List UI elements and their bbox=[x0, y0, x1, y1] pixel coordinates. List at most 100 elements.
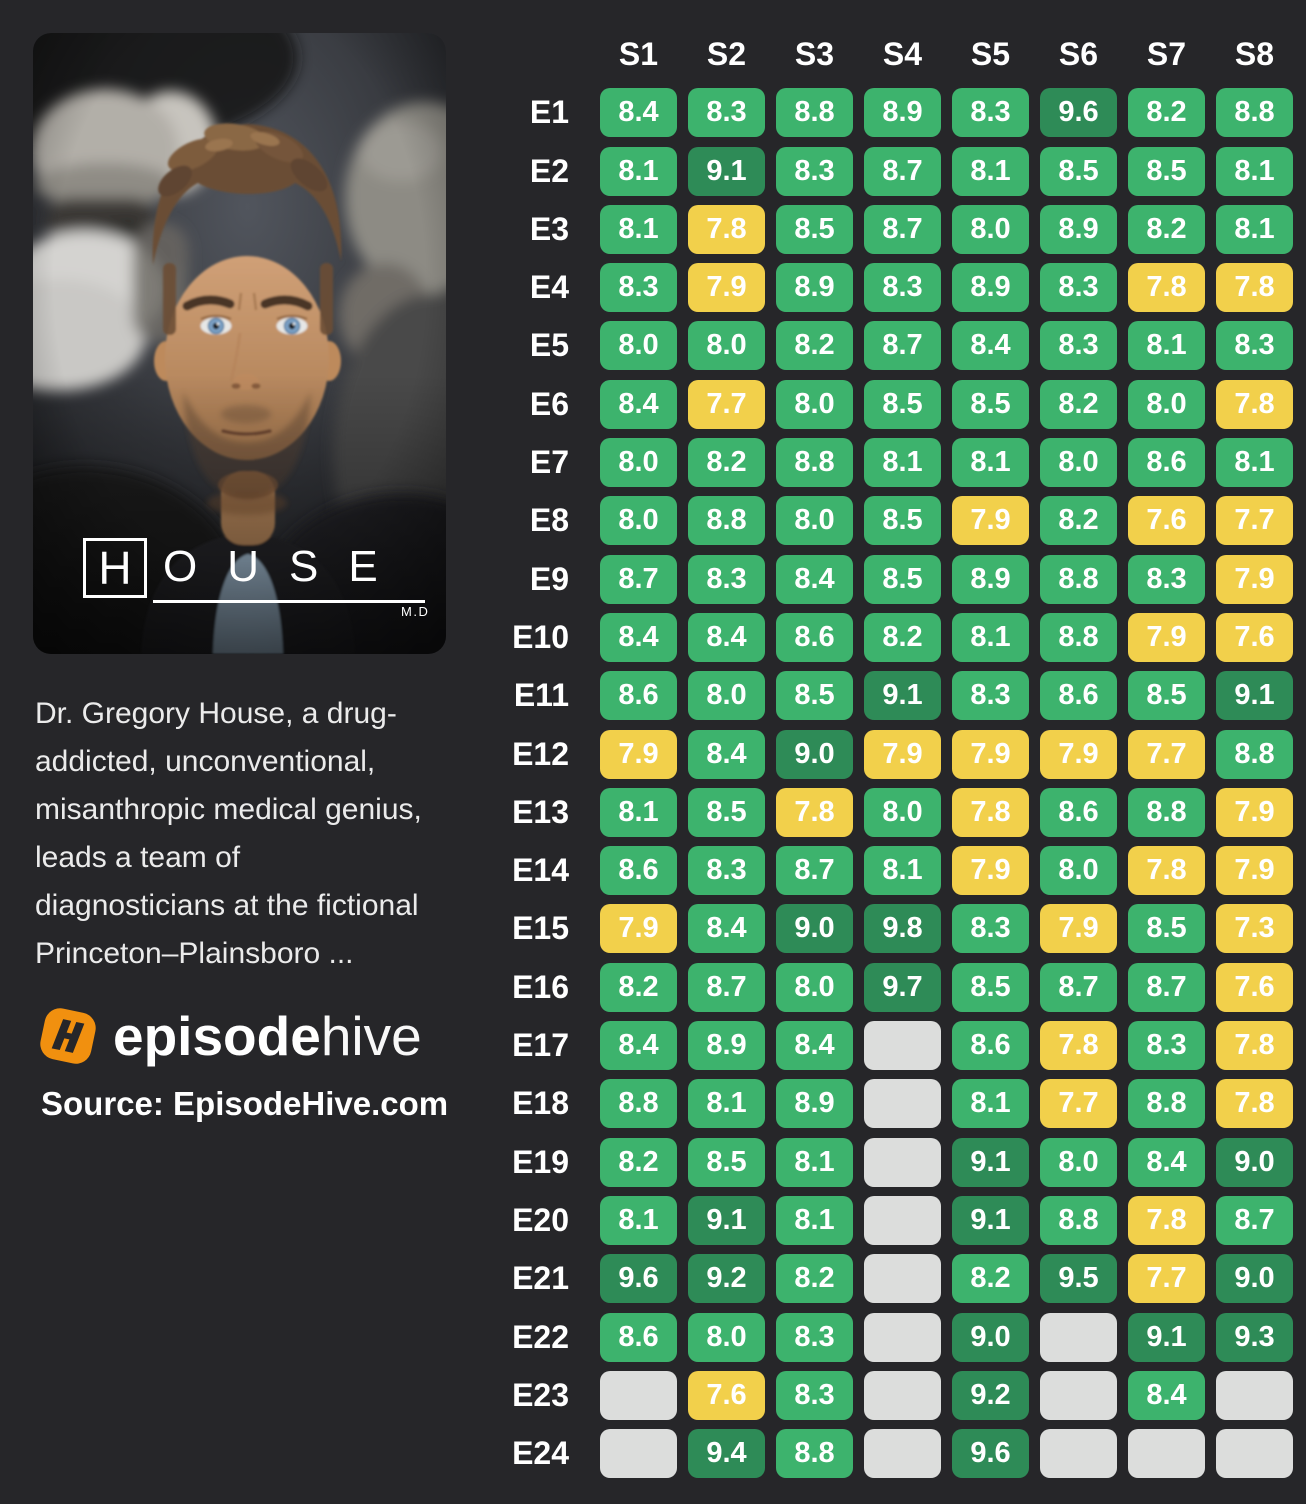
rating-cell: 8.7 bbox=[1040, 962, 1117, 1012]
season-column-header: S4 bbox=[882, 36, 923, 72]
rating-cell: 8.1 bbox=[952, 146, 1029, 196]
rating-cell: 8.3 bbox=[776, 146, 853, 196]
season-column-header: S2 bbox=[706, 36, 747, 72]
rating-cell: 8.2 bbox=[952, 1254, 1029, 1304]
rating-cell: 8.1 bbox=[688, 1079, 765, 1129]
rating-cell: 8.3 bbox=[952, 88, 1029, 138]
rating-cell: 8.5 bbox=[776, 204, 853, 254]
rating-cell: 8.5 bbox=[864, 496, 941, 546]
rating-cell: 8.1 bbox=[600, 146, 677, 196]
rating-cell: 7.9 bbox=[1128, 612, 1205, 662]
rating-cell: 8.2 bbox=[600, 962, 677, 1012]
rating-cell: 8.7 bbox=[864, 146, 941, 196]
rating-cell: 7.9 bbox=[1216, 554, 1293, 604]
rating-cell: 9.5 bbox=[1040, 1254, 1117, 1304]
rating-cell-empty bbox=[864, 1254, 941, 1304]
rating-cell: 8.3 bbox=[776, 1370, 853, 1420]
rating-cell: 8.6 bbox=[1128, 438, 1205, 488]
rating-cell-empty bbox=[600, 1370, 677, 1420]
rating-cell: 7.9 bbox=[1040, 904, 1117, 954]
season-column-header: S6 bbox=[1058, 36, 1099, 72]
rating-cell: 7.9 bbox=[952, 846, 1029, 896]
rating-cell: 9.0 bbox=[776, 729, 853, 779]
episode-row-label: E12 bbox=[512, 735, 569, 772]
rating-cell: 8.6 bbox=[1040, 671, 1117, 721]
house-logo-h-box: H bbox=[83, 538, 147, 598]
rating-cell: 8.1 bbox=[952, 612, 1029, 662]
rating-cell: 8.7 bbox=[1128, 962, 1205, 1012]
rating-cell: 8.3 bbox=[952, 671, 1029, 721]
rating-cell: 7.8 bbox=[1128, 846, 1205, 896]
rating-cell: 8.7 bbox=[864, 321, 941, 371]
episode-row-label: E23 bbox=[512, 1376, 569, 1413]
episodehive-wordmark: episodehive bbox=[113, 1003, 422, 1069]
rating-cell: 8.0 bbox=[1128, 379, 1205, 429]
rating-cell: 9.1 bbox=[952, 1195, 1029, 1245]
rating-cell: 7.7 bbox=[1040, 1079, 1117, 1129]
rating-cell: 8.0 bbox=[1040, 1137, 1117, 1187]
rating-cell: 8.8 bbox=[1128, 787, 1205, 837]
rating-cell: 8.9 bbox=[952, 263, 1029, 313]
rating-cell: 9.1 bbox=[688, 146, 765, 196]
rating-cell: 7.7 bbox=[1128, 1254, 1205, 1304]
rating-cell: 9.1 bbox=[864, 671, 941, 721]
rating-cell: 8.0 bbox=[952, 204, 1029, 254]
rating-cell: 7.6 bbox=[688, 1370, 765, 1420]
rating-cell: 8.4 bbox=[600, 1021, 677, 1071]
rating-cell: 9.0 bbox=[1216, 1254, 1293, 1304]
rating-cell: 9.2 bbox=[952, 1370, 1029, 1420]
rating-cell: 8.8 bbox=[600, 1079, 677, 1129]
show-description: Dr. Gregory House, a drug- addicted, unc… bbox=[35, 697, 422, 970]
rating-cell: 7.6 bbox=[1216, 962, 1293, 1012]
rating-cell: 7.8 bbox=[1216, 379, 1293, 429]
rating-cell: 8.0 bbox=[688, 321, 765, 371]
rating-cell: 7.6 bbox=[1216, 612, 1293, 662]
rating-cell: 8.7 bbox=[864, 204, 941, 254]
rating-cell: 8.2 bbox=[600, 1137, 677, 1187]
rating-cell: 8.4 bbox=[1128, 1370, 1205, 1420]
episode-row-label: E1 bbox=[529, 94, 569, 131]
rating-cell: 8.8 bbox=[776, 88, 853, 138]
episode-row-label: E15 bbox=[512, 910, 569, 947]
rating-cell: 8.6 bbox=[776, 612, 853, 662]
rating-cell-empty bbox=[864, 1312, 941, 1362]
rating-cell: 8.9 bbox=[1040, 204, 1117, 254]
season-column-header: S3 bbox=[794, 36, 835, 72]
rating-cell: 8.8 bbox=[776, 1429, 853, 1479]
rating-cell: 7.8 bbox=[1128, 1195, 1205, 1245]
rating-cell: 8.1 bbox=[600, 1195, 677, 1245]
wordmark-episode: episode bbox=[113, 1005, 321, 1067]
rating-cell: 8.8 bbox=[1040, 612, 1117, 662]
rating-cell: 8.3 bbox=[1040, 321, 1117, 371]
episode-row-label: E8 bbox=[529, 502, 569, 539]
house-logo-underline bbox=[153, 600, 425, 603]
rating-cell: 8.8 bbox=[1216, 729, 1293, 779]
rating-cell: 8.4 bbox=[600, 612, 677, 662]
rating-cell: 9.1 bbox=[688, 1195, 765, 1245]
rating-cell: 8.2 bbox=[1040, 379, 1117, 429]
rating-cell: 9.0 bbox=[1216, 1137, 1293, 1187]
rating-cell: 9.7 bbox=[864, 962, 941, 1012]
rating-cell: 8.5 bbox=[1040, 146, 1117, 196]
rating-cell: 7.6 bbox=[1128, 496, 1205, 546]
rating-cell: 9.2 bbox=[688, 1254, 765, 1304]
rating-cell-empty bbox=[600, 1429, 677, 1479]
rating-cell: 8.3 bbox=[688, 846, 765, 896]
rating-cell: 7.8 bbox=[1216, 1079, 1293, 1129]
show-poster: H OUSE M.D bbox=[33, 33, 446, 654]
rating-cell: 8.5 bbox=[1128, 671, 1205, 721]
rating-cell: 8.0 bbox=[688, 671, 765, 721]
rating-cell: 9.1 bbox=[952, 1137, 1029, 1187]
rating-cell: 9.6 bbox=[600, 1254, 677, 1304]
episode-row-label: E2 bbox=[529, 152, 569, 189]
episode-row-label: E19 bbox=[512, 1143, 569, 1180]
rating-cell: 8.6 bbox=[952, 1021, 1029, 1071]
rating-cell: 7.8 bbox=[1128, 263, 1205, 313]
rating-cell: 8.3 bbox=[776, 1312, 853, 1362]
episode-row-label: E20 bbox=[512, 1201, 569, 1238]
rating-cell: 8.0 bbox=[1040, 846, 1117, 896]
rating-cell: 7.9 bbox=[688, 263, 765, 313]
episode-row-label: E7 bbox=[529, 444, 569, 481]
rating-cell: 8.6 bbox=[1040, 787, 1117, 837]
